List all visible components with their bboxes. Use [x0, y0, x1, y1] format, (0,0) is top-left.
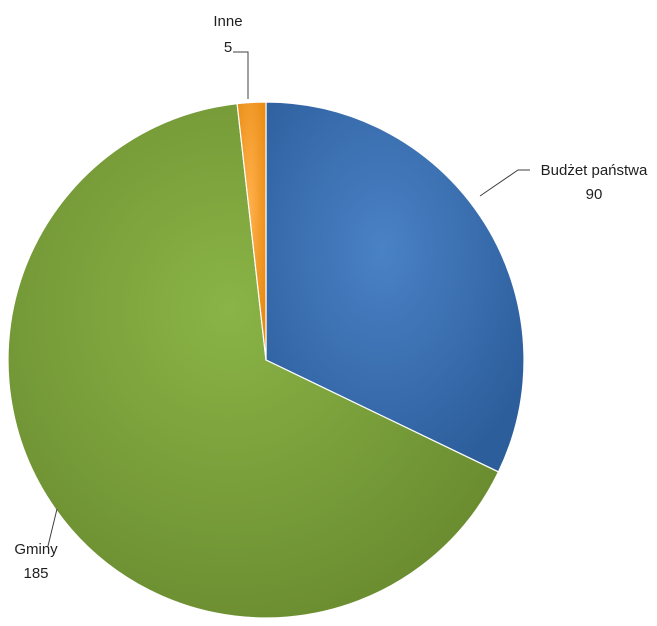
- label-gminy-name: Gminy: [14, 541, 58, 558]
- label-gminy-value: 185: [23, 565, 48, 582]
- label-budzet-panstwa-value: 90: [586, 186, 603, 203]
- slice-budzet-panstwa: [265, 101, 525, 473]
- slice-gminy: [7, 102, 500, 619]
- label-inne-name: Inne: [213, 13, 242, 30]
- leader-line-gminy: [47, 508, 58, 547]
- pie-slices: [7, 101, 525, 619]
- leader-line-budzet-panstwa: [479, 169, 530, 197]
- label-budzet-panstwa-name: Budżet państwa: [541, 162, 648, 179]
- leader-line-inne: [233, 51, 249, 99]
- label-inne-value: 5: [224, 39, 232, 56]
- slice-inne: [236, 101, 267, 361]
